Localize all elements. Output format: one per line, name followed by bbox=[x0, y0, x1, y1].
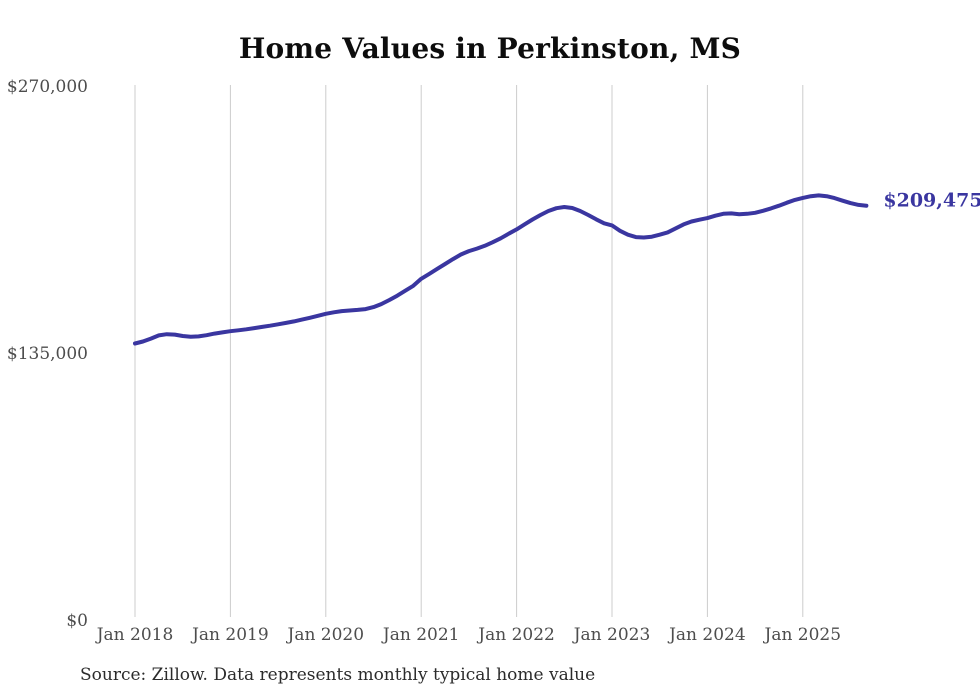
x-tick-label: Jan 2025 bbox=[763, 625, 842, 645]
y-tick-label: $0 bbox=[66, 611, 88, 631]
x-tick-label: Jan 2022 bbox=[476, 625, 555, 645]
home-value-line bbox=[133, 193, 869, 346]
x-tick-label: Jan 2019 bbox=[190, 625, 269, 645]
x-tick-label: Jan 2018 bbox=[95, 625, 174, 645]
x-tick-label: Jan 2021 bbox=[381, 625, 460, 645]
chart-title: Home Values in Perkinston, MS bbox=[238, 32, 742, 65]
y-tick-label: $135,000 bbox=[7, 344, 88, 364]
x-tick-label: Jan 2020 bbox=[286, 625, 365, 645]
source-note: Source: Zillow. Data represents monthly … bbox=[80, 665, 596, 685]
x-tick-label: Jan 2024 bbox=[667, 625, 746, 645]
y-tick-label: $270,000 bbox=[7, 77, 88, 97]
latest-value-label: $209,475 bbox=[883, 190, 980, 212]
x-tick-label: Jan 2023 bbox=[572, 625, 651, 645]
